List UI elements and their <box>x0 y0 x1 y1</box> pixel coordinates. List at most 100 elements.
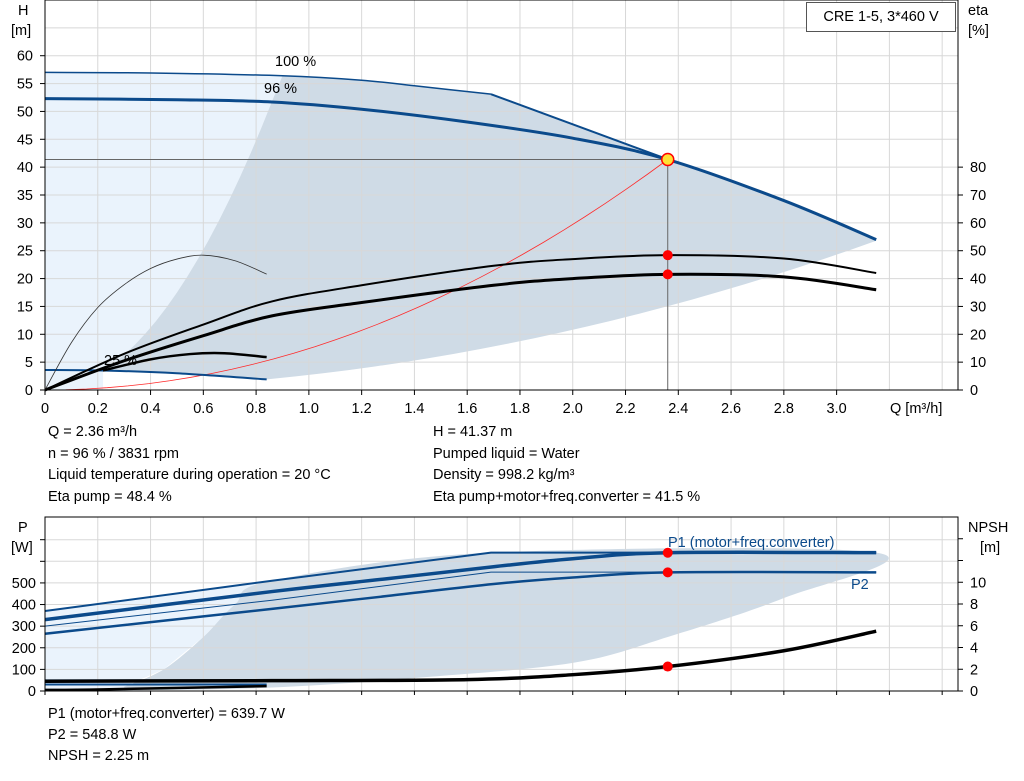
top-grid <box>44 0 958 390</box>
light-region <box>45 72 283 390</box>
head-curve-96 <box>44 97 877 241</box>
bottom-curves: P1 (motor+freq.converter) P2 <box>44 535 877 692</box>
head-curve-100-max-power <box>490 93 669 161</box>
info-npsh: NPSH = 2.25 m <box>48 748 150 764</box>
eta-total-duty-point <box>662 269 673 280</box>
x-tick-label: 1.2 <box>352 401 372 417</box>
y-left-tick-label: 400 <box>12 598 36 614</box>
y-left-tick-label: 30 <box>17 216 33 232</box>
y-left-tick-label: 15 <box>17 299 33 315</box>
eta-pump-curve <box>44 254 877 391</box>
eta-curve-25 <box>102 351 267 372</box>
y-left-tick-label: 40 <box>17 160 33 176</box>
y-right-tick-label: 50 <box>970 244 986 260</box>
y-right-tick-label: 2 <box>970 662 978 678</box>
y-right-axis-label: NPSH <box>968 520 1008 536</box>
y-right-tick-label: 10 <box>970 355 986 371</box>
eta-curve-low-speed <box>44 254 267 391</box>
y-left-axis-label: H <box>18 3 28 19</box>
x-tick-label: 1.0 <box>299 401 319 417</box>
light-region <box>45 580 272 691</box>
y-left-tick-label: 35 <box>17 188 33 204</box>
info-p2: P2 = 548.8 W <box>48 727 137 743</box>
y-left-tick-label: 45 <box>17 132 33 148</box>
y-left-tick-label: 50 <box>17 104 33 120</box>
y-left-tick-label: 60 <box>17 49 33 65</box>
dark-region <box>124 548 889 691</box>
system-curve <box>44 159 668 391</box>
curve-label-100: 100 % <box>275 54 316 70</box>
x-tick-label: 2.8 <box>774 401 794 417</box>
info-pumped-liquid: Pumped liquid = Water <box>433 446 580 462</box>
y-left-tick-label: 25 <box>17 244 33 260</box>
info-flow: Q = 2.36 m³/h <box>48 424 138 440</box>
y-left-axis-unit: [W] <box>11 540 33 556</box>
y-right-tick-label: 0 <box>970 684 978 700</box>
p1-duty-point <box>662 547 673 558</box>
info-liquid-temperature: Liquid temperature during operation = 20… <box>48 467 331 483</box>
npsh-duty-point <box>662 661 673 672</box>
y-right-tick-label: 70 <box>970 188 986 204</box>
x-tick-label: 0.6 <box>193 401 213 417</box>
info-density: Density = 998.2 kg/m³ <box>433 467 575 483</box>
info-eta-pump: Eta pump = 48.4 % <box>48 489 172 505</box>
info-head: H = 41.37 m <box>433 424 513 440</box>
x-tick-label: 1.8 <box>510 401 530 417</box>
x-tick-label: 2.6 <box>721 401 741 417</box>
y-left-tick-label: 100 <box>12 662 36 678</box>
x-tick-label: 3.0 <box>827 401 847 417</box>
y-right-tick-label: 60 <box>970 216 986 232</box>
y-left-tick-label: 0 <box>28 684 36 700</box>
y-right-tick-label: 30 <box>970 299 986 315</box>
y-left-tick-label: 10 <box>17 327 33 343</box>
y-right-axis-label: eta <box>968 3 989 19</box>
y-left-axis-label: P <box>18 520 28 536</box>
curve-label-25: 25 % <box>104 353 137 369</box>
y-right-tick-label: 8 <box>970 597 978 613</box>
y-left-tick-label: 20 <box>17 272 33 288</box>
top-axes: 0 0.2 0.4 0.6 0.8 1.0 1.2 1.4 1.6 1.8 2.0 2.2 2.4 2.6… <box>11 0 989 417</box>
top-operating-regions <box>45 72 877 390</box>
y-left-tick-label: 5 <box>25 355 33 371</box>
x-tick-label: 0.4 <box>140 401 160 417</box>
info-p1: P1 (motor+freq.converter) = 639.7 W <box>48 706 285 722</box>
bottom-axes: 0 100 200 300 400 500 0 2 4 6 8 10 P [W] NPSH [m] <box>11 516 1008 700</box>
y-right-tick-label: 0 <box>970 383 978 399</box>
bottom-operating-regions <box>45 548 889 691</box>
y-right-tick-label: 6 <box>970 619 978 635</box>
info-eta-total: Eta pump+motor+freq.converter = 41.5 % <box>433 489 701 505</box>
info-speed: n = 96 % / 3831 rpm <box>48 446 179 462</box>
pump-model-title: CRE 1-5, 3*460 V <box>806 2 956 32</box>
x-tick-label: 1.6 <box>457 401 477 417</box>
y-left-tick-label: 300 <box>12 619 36 635</box>
eta-pump-duty-point <box>662 250 673 261</box>
x-tick-label: 0.2 <box>88 401 108 417</box>
y-left-tick-label: 200 <box>12 641 36 657</box>
x-axis-label: Q [m³/h] <box>890 401 942 417</box>
dark-region <box>103 75 877 380</box>
p2-curve-96 <box>44 570 877 635</box>
duty-point-marker <box>660 152 675 167</box>
x-tick-label: 2.4 <box>668 401 688 417</box>
p2-duty-point <box>662 567 673 578</box>
y-left-tick-label: 0 <box>25 383 33 399</box>
y-right-axis-unit: [m] <box>980 540 1000 556</box>
top-curves: 100 % 96 % 25 % <box>44 54 877 392</box>
npsh-curve-25 <box>44 684 267 692</box>
x-tick-label: 2.2 <box>615 401 635 417</box>
y-right-tick-label: 4 <box>970 641 978 657</box>
y-left-tick-label: 500 <box>12 576 36 592</box>
p1-series-label: P1 (motor+freq.converter) <box>668 535 834 551</box>
curve-label-96: 96 % <box>264 81 297 97</box>
y-right-tick-label: 20 <box>970 327 986 343</box>
x-tick-label: 0 <box>41 401 49 417</box>
y-right-tick-label: 80 <box>970 160 986 176</box>
y-left-axis-unit: [m] <box>11 23 31 39</box>
npsh-curve <box>44 629 877 683</box>
x-tick-label: 1.4 <box>404 401 424 417</box>
p2-series-label: P2 <box>851 577 869 593</box>
head-curve-25 <box>44 368 267 381</box>
y-right-tick-label: 40 <box>970 272 986 288</box>
y-right-axis-unit: [%] <box>968 23 989 39</box>
